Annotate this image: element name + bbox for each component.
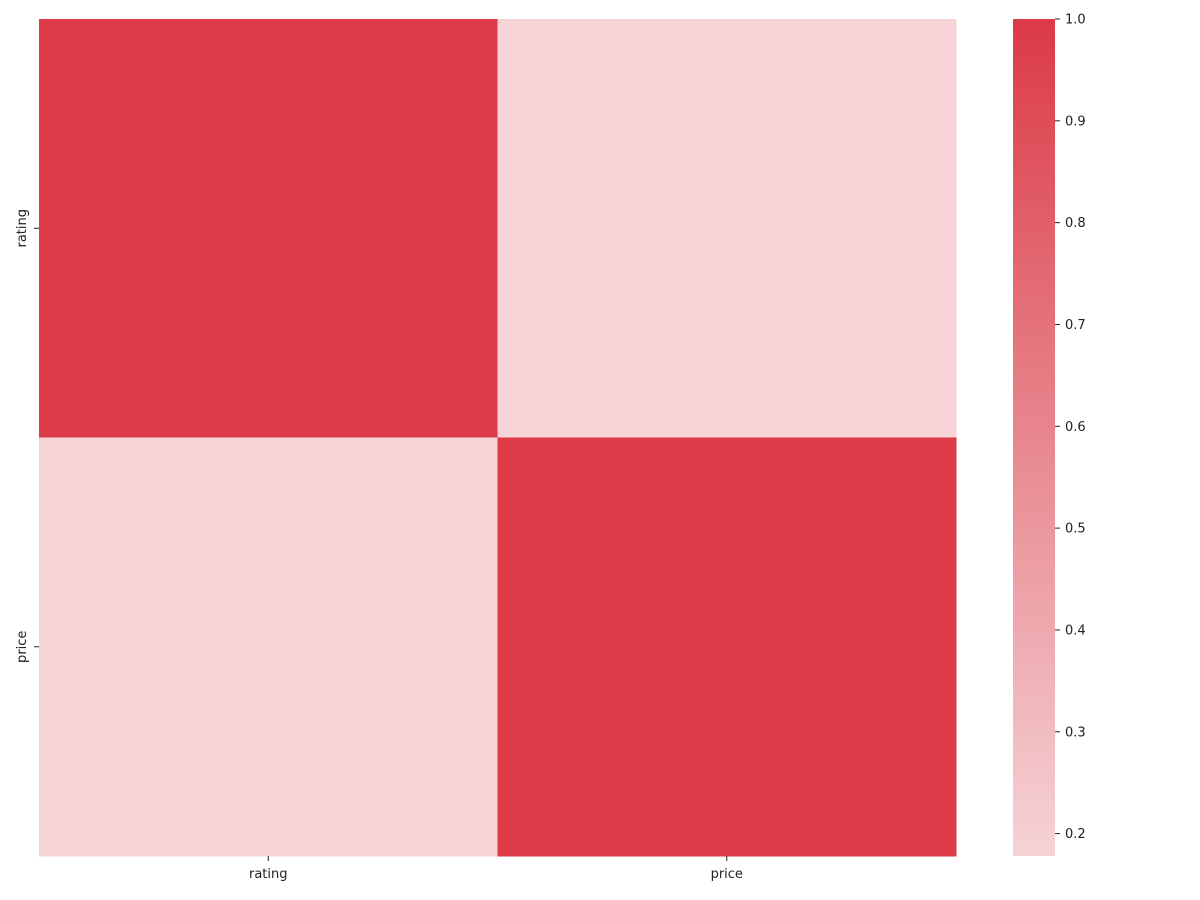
colorbar-tick-label: 0.4 [1065, 623, 1086, 638]
colorbar-tick-label: 0.2 [1065, 827, 1086, 842]
heatmap-cell-rating-price [497, 19, 957, 438]
colorbar-ticks: 0.2 0.3 0.4 0.5 0.6 0.7 0.8 0.9 1.0 [1055, 13, 1086, 842]
x-tick-label: price [711, 867, 743, 882]
colorbar-tick-label: 0.6 [1065, 420, 1086, 435]
colorbar-tick-label: 0.7 [1065, 318, 1086, 333]
colorbar-tick-label: 1.0 [1065, 13, 1086, 28]
heatmap-cell-price-rating [39, 437, 498, 857]
colorbar-tick-label: 0.5 [1065, 522, 1086, 537]
colorbar: 0.2 0.3 0.4 0.5 0.6 0.7 0.8 0.9 1.0 [1013, 13, 1086, 856]
colorbar-gradient [1013, 19, 1055, 856]
y-axis: rating price [15, 209, 39, 663]
colorbar-tick-label: 0.8 [1065, 216, 1086, 231]
x-axis: rating price [249, 856, 743, 882]
colorbar-tick-label: 0.9 [1065, 114, 1086, 129]
heatmap-cell-price-price [497, 437, 957, 857]
heatmap-cells [39, 19, 957, 857]
x-tick-label: rating [249, 867, 288, 882]
y-tick-label: rating [15, 209, 30, 248]
y-tick-label: price [15, 631, 30, 663]
colorbar-tick-label: 0.3 [1065, 725, 1086, 740]
heatmap-cell-rating-rating [39, 19, 498, 438]
